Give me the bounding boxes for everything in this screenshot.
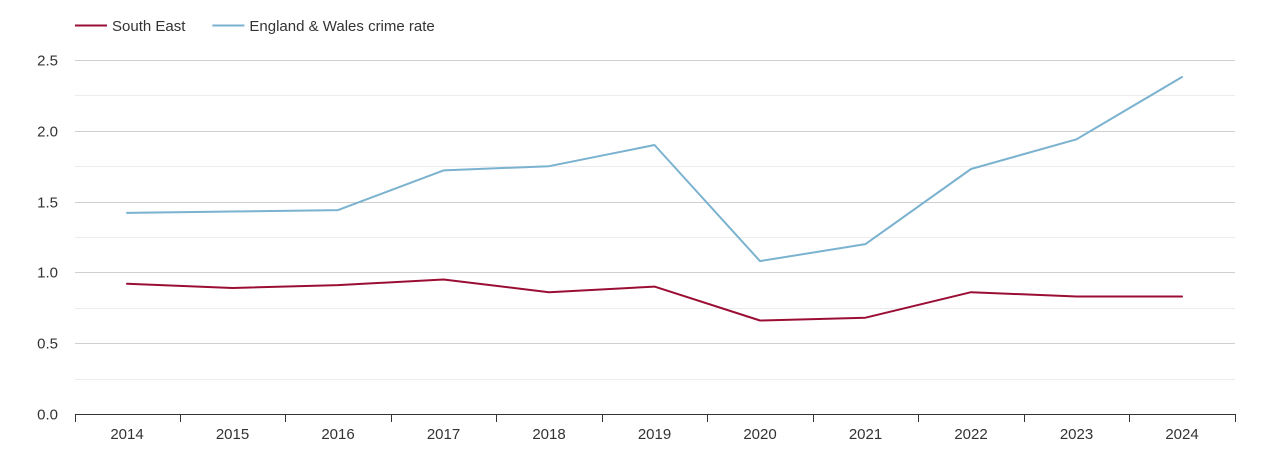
axes: 0.0 0.5 1.0 1.5 2.0 2.5 2014 2015 2016 2017 2018 20… — [37, 53, 1236, 443]
y-tick-label: 1.0 — [37, 265, 58, 282]
x-tick-label: 2023 — [1060, 426, 1093, 443]
grid-lines — [75, 60, 1235, 380]
x-tick-label: 2014 — [110, 426, 143, 443]
x-tick-label: 2018 — [532, 426, 565, 443]
series-line-0 — [126, 278, 1183, 322]
legend: South East England & Wales crime rate — [75, 18, 435, 35]
y-tick-label: 1.5 — [37, 195, 58, 212]
y-tick-label: 0.0 — [37, 407, 58, 424]
x-tick-label: 2020 — [743, 426, 776, 443]
legend-label: England & Wales crime rate — [249, 18, 434, 35]
series-line-1 — [126, 76, 1183, 263]
y-tick-label: 2.5 — [37, 53, 58, 70]
x-tick-label: 2019 — [638, 426, 671, 443]
y-tick-label: 0.5 — [37, 336, 58, 353]
x-tick-label: 2021 — [849, 426, 882, 443]
x-tick-label: 2015 — [216, 426, 249, 443]
x-tick-label: 2024 — [1165, 426, 1198, 443]
y-tick-label: 2.0 — [37, 124, 58, 141]
x-tick-label: 2016 — [321, 426, 354, 443]
x-tick-label: 2017 — [427, 426, 460, 443]
series-lines — [126, 76, 1183, 322]
legend-label: South East — [112, 18, 186, 35]
x-tick-label: 2022 — [954, 426, 987, 443]
